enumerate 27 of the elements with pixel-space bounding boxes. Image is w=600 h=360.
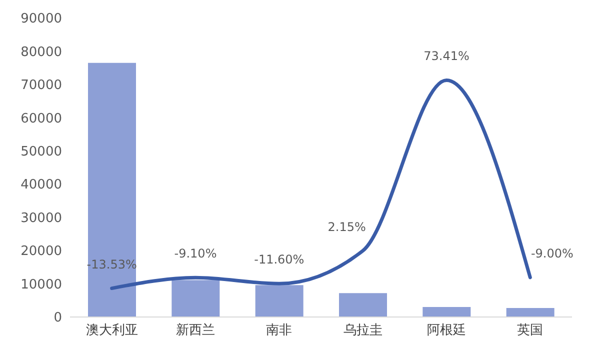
- x-tick-label: 南非: [266, 323, 292, 338]
- x-tick-label: 澳大利亚: [86, 323, 138, 338]
- y-tick-label: 10000: [20, 277, 62, 292]
- data-label: 73.41%: [424, 49, 470, 64]
- data-label: 2.15%: [328, 220, 366, 234]
- x-tick-label: 新西兰: [176, 323, 215, 338]
- x-tick-label: 阿根廷: [427, 323, 466, 338]
- bar: [422, 307, 471, 317]
- y-tick-label: 20000: [20, 244, 62, 260]
- x-tick-label: 乌拉圭: [343, 323, 382, 338]
- data-label: -11.60%: [254, 252, 304, 267]
- y-tick-label: 30000: [20, 210, 62, 226]
- y-tick-label: 50000: [20, 144, 62, 160]
- y-tick-label: 40000: [20, 178, 62, 193]
- y-tick-label: 90000: [20, 12, 62, 27]
- bar: [255, 285, 304, 317]
- y-tick-label: 60000: [20, 111, 62, 126]
- data-label: -9.10%: [174, 246, 217, 261]
- y-tick-label: 80000: [20, 44, 62, 60]
- x-tick-label: 英国: [517, 323, 544, 338]
- y-tick-label: 0: [54, 310, 62, 326]
- data-label: -9.00%: [530, 246, 574, 260]
- y-tick-label: 70000: [20, 78, 62, 94]
- bar: [506, 308, 554, 317]
- bar: [172, 280, 220, 317]
- bar: [88, 62, 136, 317]
- bar: [339, 293, 387, 317]
